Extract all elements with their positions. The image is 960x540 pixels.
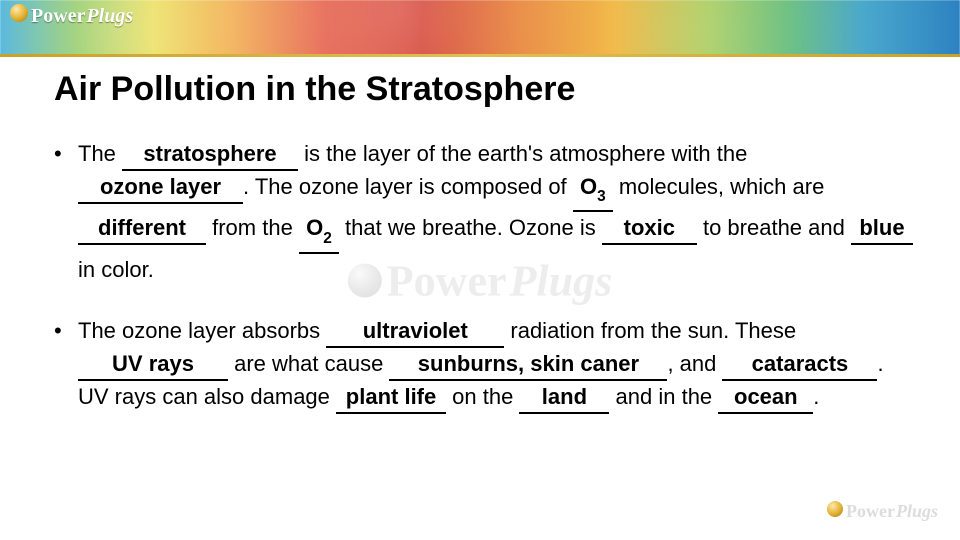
p1-text-5: from the	[206, 215, 299, 240]
blank-blue: blue	[851, 212, 913, 245]
p2-text-3: are what cause	[228, 351, 389, 376]
logo-word-power: Power	[846, 501, 895, 522]
fill-stratosphere: stratosphere	[143, 141, 276, 166]
fill-o2: O2	[306, 215, 332, 240]
logo-dot-icon	[827, 501, 843, 517]
fill-blue: blue	[859, 215, 904, 240]
p2-text-6: on the	[446, 384, 519, 409]
fill-ozone-layer: ozone layer	[100, 174, 221, 199]
blank-ocean: ocean	[718, 381, 813, 414]
blank-cataracts: cataracts	[722, 348, 877, 381]
content-area: • The stratosphere is the layer of the e…	[54, 138, 914, 444]
logo-dot-icon	[10, 4, 28, 22]
p2-text-4: , and	[667, 351, 722, 376]
slide: Power Plugs Air Pollution in the Stratos…	[0, 0, 960, 540]
logo-top: Power Plugs	[10, 4, 133, 28]
fill-land: land	[542, 384, 587, 409]
logo-word-plugs: Plugs	[86, 5, 133, 28]
blank-ozone-layer: ozone layer	[78, 171, 243, 204]
blank-o3: O3	[573, 171, 613, 212]
fill-uv-rays: UV rays	[112, 351, 194, 376]
blank-different: different	[78, 212, 206, 245]
blank-stratosphere: stratosphere	[122, 138, 298, 171]
bullet-icon: •	[54, 315, 62, 346]
fill-ocean: ocean	[734, 384, 798, 409]
fill-plant-life: plant life	[346, 384, 436, 409]
p2-text-2: radiation from the sun. These	[504, 318, 796, 343]
p1-text-8: in color.	[78, 257, 154, 282]
banner-highlights	[0, 0, 960, 56]
p1-text-1: The	[78, 141, 122, 166]
bullet-icon: •	[54, 138, 62, 169]
logo-word-plugs: Plugs	[896, 501, 938, 522]
banner-rule	[0, 54, 960, 57]
p2-text-8: .	[813, 384, 819, 409]
p1-text-4: molecules, which are	[613, 174, 825, 199]
blank-land: land	[519, 381, 609, 414]
slide-title: Air Pollution in the Stratosphere	[54, 70, 575, 109]
fill-different: different	[98, 215, 186, 240]
fill-ultraviolet: ultraviolet	[363, 318, 468, 343]
bullet-paragraph-1: • The stratosphere is the layer of the e…	[54, 138, 914, 285]
p2-text-1: The ozone layer absorbs	[78, 318, 326, 343]
p1-text-7: to breathe and	[697, 215, 851, 240]
bullet-paragraph-2: • The ozone layer absorbs ultraviolet ra…	[54, 315, 914, 414]
blank-ultraviolet: ultraviolet	[326, 315, 504, 348]
blank-sunburns: sunburns, skin caner	[389, 348, 667, 381]
blank-toxic: toxic	[602, 212, 697, 245]
p1-text-2: is the layer of the earth's atmosphere w…	[298, 141, 747, 166]
fill-sunburns: sunburns, skin caner	[418, 351, 639, 376]
blank-o2: O2	[299, 212, 339, 253]
blank-uv-rays: UV rays	[78, 348, 228, 381]
p2-text-7: and in the	[609, 384, 718, 409]
fill-toxic: toxic	[624, 215, 675, 240]
fill-cataracts: cataracts	[752, 351, 849, 376]
p1-text-6: that we breathe. Ozone is	[339, 215, 602, 240]
blank-plant-life: plant life	[336, 381, 446, 414]
fill-o3: O3	[580, 174, 606, 199]
p1-text-3: . The ozone layer is composed of	[243, 174, 573, 199]
logo-word-power: Power	[31, 5, 85, 28]
logo-bottom: Power Plugs	[827, 501, 938, 522]
